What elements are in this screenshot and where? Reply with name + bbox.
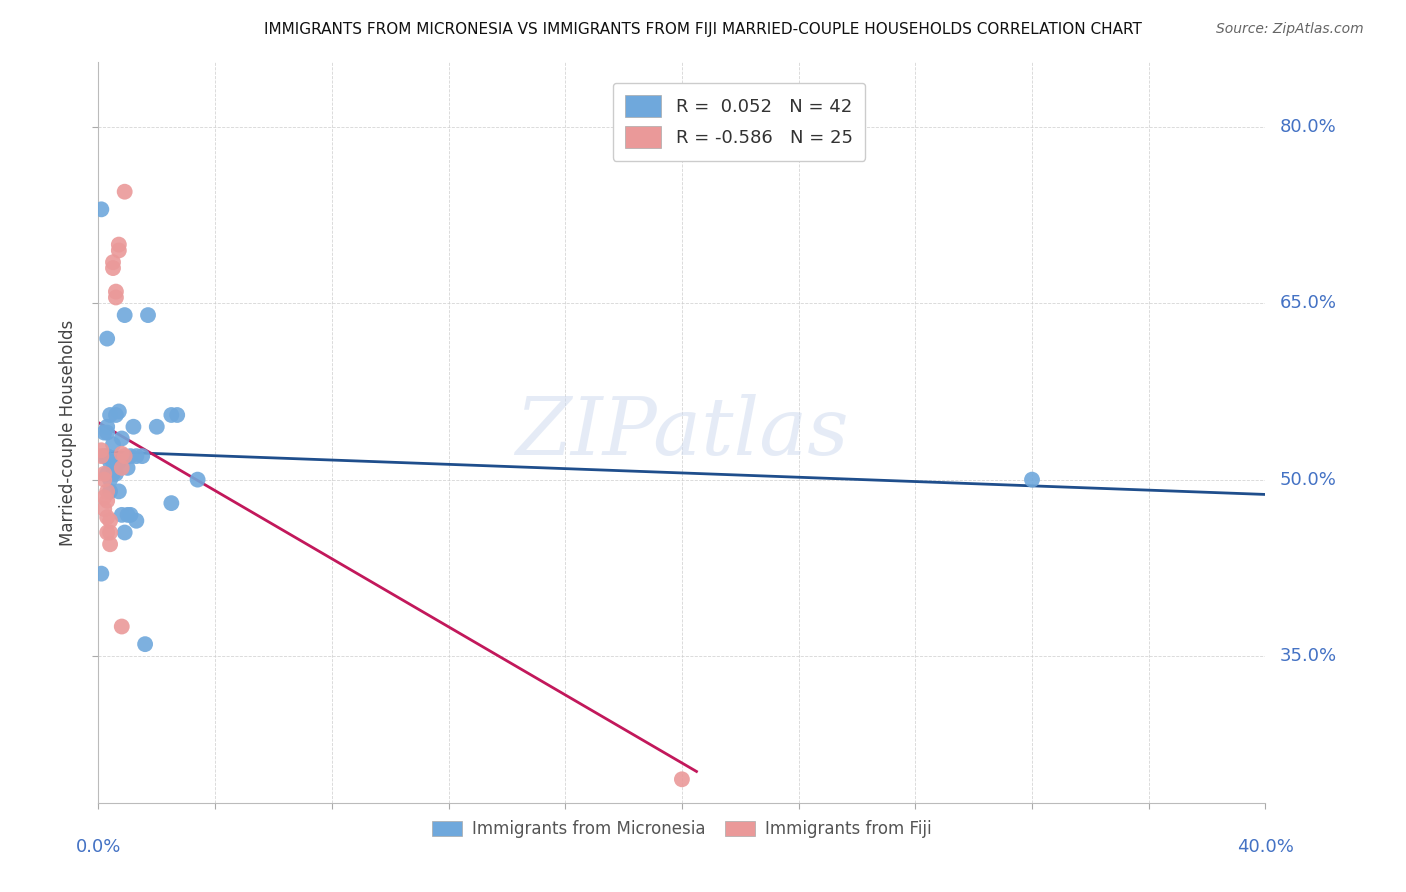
Point [101,437,124,451]
Point [104,290,127,304]
Point [98,473,121,487]
Point [98,525,121,540]
Point [98,455,121,469]
Text: 40.0%: 40.0% [1237,838,1294,855]
Point [111,619,134,633]
Point [120,508,142,522]
Point [187,473,209,487]
Point [101,255,124,269]
Point [108,404,131,418]
Point [111,432,134,446]
Point [93,473,115,487]
Text: 50.0%: 50.0% [1279,471,1336,489]
Point [96,493,118,508]
Point [98,514,121,528]
Point [96,467,118,481]
Point [131,449,153,463]
Point [96,425,118,440]
Point [160,408,183,422]
Text: 35.0%: 35.0% [1279,647,1337,665]
Point [96,525,118,540]
Point [90,449,112,463]
Point [90,443,112,458]
Text: 65.0%: 65.0% [1279,294,1336,312]
Point [114,185,136,199]
Point [114,525,136,540]
Point [101,455,124,469]
Point [96,332,118,346]
Point [101,261,124,276]
Point [134,637,156,651]
Point [96,449,118,463]
Point [98,484,121,499]
Point [104,285,127,299]
Point [98,537,121,551]
Point [117,461,139,475]
Point [108,244,131,258]
Point [101,467,124,481]
Point [111,461,134,475]
Point [108,237,131,252]
Point [671,772,693,787]
Point [108,455,131,469]
Y-axis label: Married-couple Households: Married-couple Households [59,319,77,546]
Point [1021,473,1043,487]
Point [96,510,118,524]
Point [93,490,115,504]
Point [104,455,127,469]
Point [90,566,112,581]
Point [98,408,121,422]
Legend: Immigrants from Micronesia, Immigrants from Fiji: Immigrants from Micronesia, Immigrants f… [423,812,941,847]
Point [166,408,188,422]
Point [114,449,136,463]
Text: 80.0%: 80.0% [1279,118,1336,136]
Point [111,508,134,522]
Point [146,419,169,434]
Point [104,408,127,422]
Point [111,447,134,461]
Point [93,467,115,481]
Point [136,308,159,322]
Text: ZIPatlas: ZIPatlas [515,394,849,471]
Point [117,508,139,522]
Point [120,449,142,463]
Point [108,484,131,499]
Point [93,449,115,463]
Point [104,467,127,481]
Point [125,449,148,463]
Text: IMMIGRANTS FROM MICRONESIA VS IMMIGRANTS FROM FIJI MARRIED-COUPLE HOUSEHOLDS COR: IMMIGRANTS FROM MICRONESIA VS IMMIGRANTS… [264,22,1142,37]
Point [96,419,118,434]
Point [93,425,115,440]
Point [122,419,145,434]
Text: 0.0%: 0.0% [76,838,121,855]
Point [90,202,112,217]
Point [114,308,136,322]
Text: Source: ZipAtlas.com: Source: ZipAtlas.com [1216,22,1364,37]
Point [160,496,183,510]
Point [96,484,118,499]
Point [93,502,115,516]
Point [125,514,148,528]
